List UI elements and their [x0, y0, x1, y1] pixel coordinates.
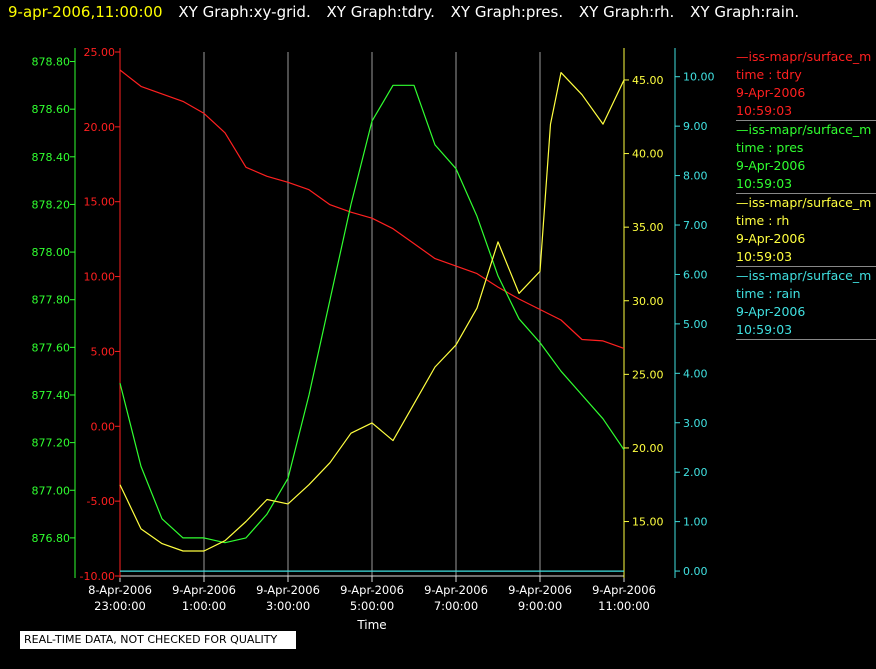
- pres-tick-label: 878.00: [32, 246, 71, 259]
- x-tick-label-date: 9-Apr-2006: [508, 583, 572, 597]
- legend-time: 10:59:03: [736, 322, 793, 337]
- rain-tick-label: 5.00: [683, 318, 708, 331]
- pres-tick-label: 878.20: [32, 198, 71, 211]
- series-line-pres: [119, 84, 625, 544]
- rh-tick-label: 40.00: [632, 148, 664, 161]
- pres-tick-label: 877.60: [32, 341, 71, 354]
- pres-tick-label: 876.80: [32, 532, 71, 545]
- x-tick-label-date: 9-Apr-2006: [592, 583, 656, 597]
- legend-entry-rh: —iss-mapr/surface_m time : rh 9-Apr-2006…: [736, 194, 876, 267]
- x-tick-label-time: 23:00:00: [94, 599, 146, 613]
- rain-tick-label: 0.00: [683, 565, 708, 578]
- tdry-tick-label: 10.00: [84, 271, 116, 284]
- x-tick-label-time: 11:00:00: [598, 599, 650, 613]
- legend-date: 9-Apr-2006: [736, 304, 806, 319]
- rain-tick-label: 2.00: [683, 466, 708, 479]
- x-tick-label-time: 9:00:00: [518, 599, 562, 613]
- x-tick-label-time: 5:00:00: [350, 599, 394, 613]
- x-tick-label-date: 9-Apr-2006: [424, 583, 488, 597]
- rain-tick-label: 9.00: [683, 120, 708, 133]
- rain-tick-label: 6.00: [683, 268, 708, 281]
- legend-time: 10:59:03: [736, 103, 793, 118]
- legend-variable: time : rain: [736, 286, 801, 301]
- pres-tick-label: 877.40: [32, 389, 71, 402]
- header-graph-rain: XY Graph:rain.: [690, 3, 800, 21]
- legend-variable: time : rh: [736, 213, 790, 228]
- header-graph-tdry: XY Graph:tdry.: [326, 3, 435, 21]
- x-tick-label-date: 8-Apr-2006: [88, 583, 152, 597]
- x-tick-label-date: 9-Apr-2006: [172, 583, 236, 597]
- legend-source: —iss-mapr/surface_m: [736, 122, 872, 137]
- graph-header: 9-apr-2006,11:00:00 XY Graph:xy-grid. XY…: [8, 3, 810, 21]
- pres-tick-label: 878.80: [32, 56, 71, 69]
- x-tick-label-date: 9-Apr-2006: [340, 583, 404, 597]
- header-graph-rh: XY Graph:rh.: [578, 3, 675, 21]
- legend-variable: time : tdry: [736, 67, 802, 82]
- legend-source: —iss-mapr/surface_m: [736, 195, 872, 210]
- pres-tick-label: 877.00: [32, 484, 71, 497]
- legend-variable: time : pres: [736, 140, 804, 155]
- header-graph-xy-grid: XY Graph:xy-grid.: [178, 3, 311, 21]
- series-line-tdry: [119, 69, 625, 349]
- rain-tick-label: 8.00: [683, 170, 708, 183]
- legend-source: —iss-mapr/surface_m: [736, 268, 872, 283]
- header-graph-pres: XY Graph:pres.: [450, 3, 564, 21]
- legend-date: 9-Apr-2006: [736, 85, 806, 100]
- legend-date: 9-Apr-2006: [736, 158, 806, 173]
- tdry-tick-label: -5.00: [87, 495, 115, 508]
- rh-tick-label: 15.00: [632, 516, 664, 529]
- rain-tick-label: 10.00: [683, 71, 715, 84]
- x-tick-label-date: 9-Apr-2006: [256, 583, 320, 597]
- rh-tick-label: 45.00: [632, 74, 664, 87]
- legend-entry-pres: —iss-mapr/surface_m time : pres 9-Apr-20…: [736, 121, 876, 194]
- pres-tick-label: 878.40: [32, 151, 71, 164]
- rh-tick-label: 20.00: [632, 442, 664, 455]
- series-line-rh: [119, 71, 625, 552]
- x-tick-label-time: 3:00:00: [266, 599, 310, 613]
- tdry-tick-label: -10.00: [80, 570, 115, 583]
- tdry-tick-label: 5.00: [91, 345, 116, 358]
- quality-notice: REAL-TIME DATA, NOT CHECKED FOR QUALITY: [20, 631, 296, 649]
- rain-tick-label: 7.00: [683, 219, 708, 232]
- legend-time: 10:59:03: [736, 249, 793, 264]
- legend-entry-rain: —iss-mapr/surface_m time : rain 9-Apr-20…: [736, 267, 876, 340]
- x-tick-label-time: 7:00:00: [434, 599, 478, 613]
- legend: —iss-mapr/surface_m time : tdry 9-Apr-20…: [736, 48, 876, 340]
- rh-tick-label: 30.00: [632, 295, 664, 308]
- tdry-tick-label: 25.00: [84, 46, 116, 59]
- tdry-tick-label: 20.00: [84, 121, 116, 134]
- x-axis-title: Time: [356, 618, 386, 632]
- rain-tick-label: 1.00: [683, 516, 708, 529]
- tdry-tick-label: 0.00: [91, 420, 116, 433]
- legend-date: 9-Apr-2006: [736, 231, 806, 246]
- pres-tick-label: 878.60: [32, 103, 71, 116]
- legend-entry-tdry: —iss-mapr/surface_m time : tdry 9-Apr-20…: [736, 48, 876, 121]
- legend-time: 10:59:03: [736, 176, 793, 191]
- pres-tick-label: 877.80: [32, 294, 71, 307]
- x-tick-label-time: 1:00:00: [182, 599, 226, 613]
- rh-tick-label: 35.00: [632, 221, 664, 234]
- tdry-tick-label: 15.00: [84, 196, 116, 209]
- rain-tick-label: 3.00: [683, 417, 708, 430]
- pres-tick-label: 877.20: [32, 437, 71, 450]
- legend-source: —iss-mapr/surface_m: [736, 49, 872, 64]
- header-timestamp: 9-apr-2006,11:00:00: [8, 3, 163, 21]
- rh-tick-label: 25.00: [632, 368, 664, 381]
- rain-tick-label: 4.00: [683, 367, 708, 380]
